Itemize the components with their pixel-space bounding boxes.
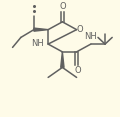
Text: O: O	[76, 25, 83, 34]
Text: NH: NH	[31, 39, 43, 48]
Text: NH: NH	[84, 32, 97, 41]
Text: O: O	[75, 66, 81, 75]
Polygon shape	[61, 52, 64, 67]
Text: O: O	[60, 2, 66, 11]
Polygon shape	[34, 28, 48, 31]
